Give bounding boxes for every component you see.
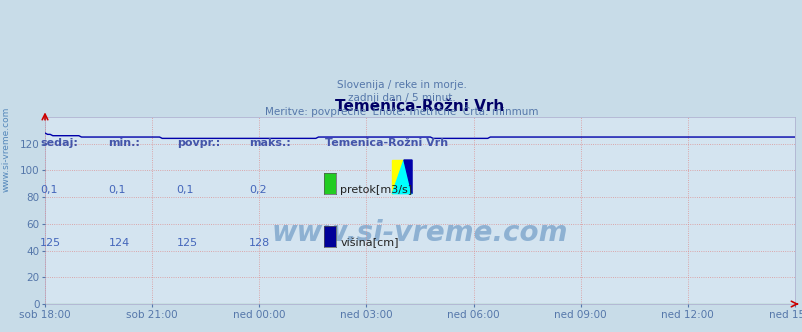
Text: 0,1: 0,1	[108, 185, 126, 195]
Text: min.:: min.:	[108, 138, 140, 148]
Text: www.si-vreme.com: www.si-vreme.com	[2, 107, 11, 192]
Text: Slovenija / reke in morje.: Slovenija / reke in morje.	[336, 80, 466, 90]
Title: Temenica-Rožni Vrh: Temenica-Rožni Vrh	[335, 100, 504, 115]
Polygon shape	[403, 160, 411, 194]
Polygon shape	[391, 160, 411, 194]
Text: 0,2: 0,2	[249, 185, 266, 195]
Text: 128: 128	[249, 238, 269, 248]
Text: Temenica-Rožni Vrh: Temenica-Rožni Vrh	[325, 138, 448, 148]
Text: sedaj:: sedaj:	[40, 138, 78, 148]
Polygon shape	[391, 160, 403, 194]
Text: www.si-vreme.com: www.si-vreme.com	[271, 219, 568, 247]
Text: povpr.:: povpr.:	[176, 138, 220, 148]
Text: višina[cm]: višina[cm]	[340, 237, 399, 248]
Text: 0,1: 0,1	[40, 185, 58, 195]
Text: Meritve: povprečne  Enote: metrične  Črta: minmum: Meritve: povprečne Enote: metrične Črta:…	[265, 105, 537, 117]
Text: 124: 124	[108, 238, 129, 248]
Text: 0,1: 0,1	[176, 185, 194, 195]
Text: 125: 125	[40, 238, 61, 248]
Text: zadnji dan / 5 minut.: zadnji dan / 5 minut.	[347, 93, 455, 103]
Text: 125: 125	[176, 238, 197, 248]
Text: maks.:: maks.:	[249, 138, 290, 148]
Text: pretok[m3/s]: pretok[m3/s]	[340, 185, 412, 195]
